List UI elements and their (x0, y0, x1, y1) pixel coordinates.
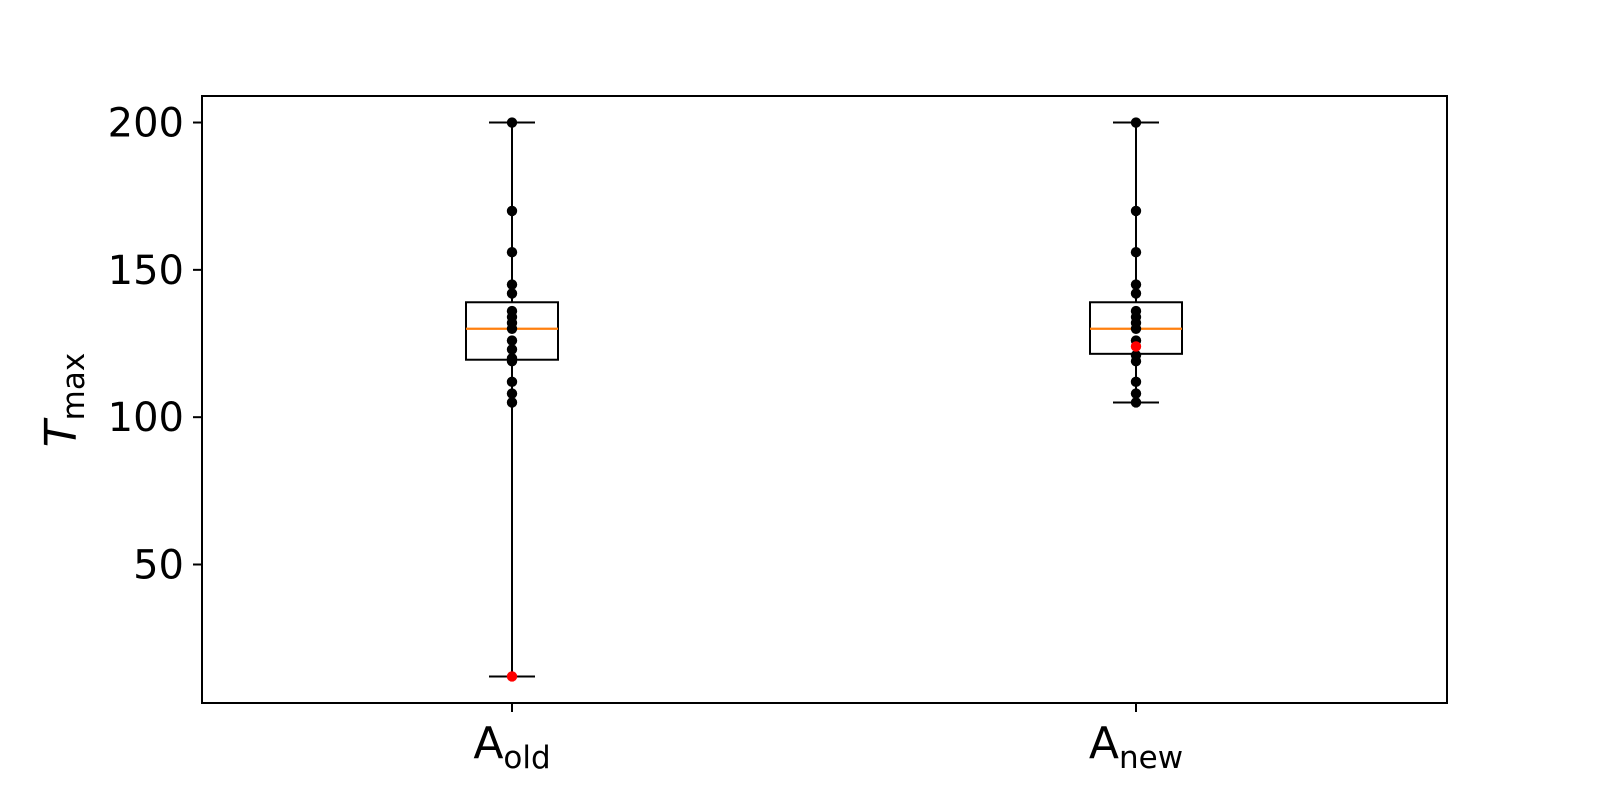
axes-frame (201, 95, 1448, 704)
data-point (506, 355, 518, 367)
data-point (506, 246, 518, 258)
data-point (506, 335, 518, 346)
data-point (1130, 205, 1142, 217)
x-tick-label: Aold (473, 718, 550, 776)
data-point (1130, 246, 1142, 258)
y-axis-label-base: T (36, 417, 87, 447)
x-tick-label-base: A (1089, 718, 1119, 769)
data-point (506, 288, 518, 299)
data-point (1130, 397, 1142, 408)
data-point (506, 344, 518, 355)
data-point (1130, 288, 1142, 299)
x-tick-label-subscript: new (1119, 740, 1183, 776)
y-axis-label-subscript: max (56, 353, 92, 421)
data-point (1130, 376, 1142, 388)
data-point (506, 279, 518, 290)
box-group-1 (1089, 117, 1183, 408)
highlight-point (506, 671, 518, 682)
plot-area (465, 117, 1183, 682)
data-point (506, 397, 518, 408)
y-axis-label: Tmax (36, 353, 92, 447)
data-point (1130, 355, 1142, 367)
data-point (506, 117, 518, 128)
y-tick-label: 50 (133, 543, 184, 589)
x-tick-label-subscript: old (503, 740, 550, 776)
y-tick-label: 100 (108, 395, 184, 441)
data-point (506, 376, 518, 388)
box-group-0 (465, 117, 559, 682)
data-point (506, 323, 518, 334)
data-point (506, 388, 518, 399)
x-tick-label: Anew (1089, 718, 1183, 776)
highlight-point (1130, 341, 1142, 352)
x-tick-label-base: A (473, 718, 503, 769)
data-point (1130, 388, 1142, 399)
y-tick-label: 150 (108, 248, 184, 294)
y-tick-label: 200 (108, 101, 184, 147)
data-point (1130, 323, 1142, 334)
data-point (506, 205, 518, 217)
data-point (1130, 117, 1142, 128)
data-point (1130, 279, 1142, 290)
